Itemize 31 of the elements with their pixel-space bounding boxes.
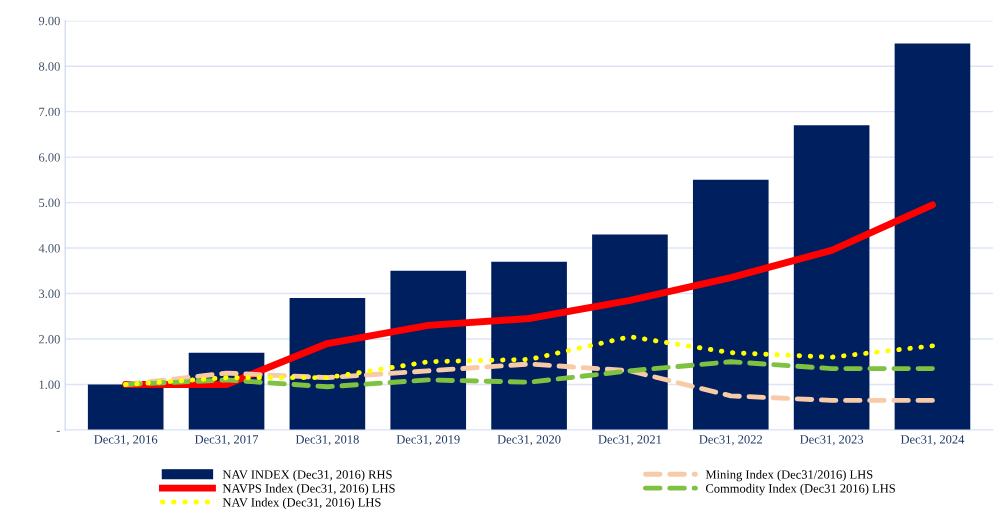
bar xyxy=(692,179,769,430)
y-tick-label: 4.00 xyxy=(38,244,60,253)
x-tick-label: Dec31, 2023 xyxy=(800,435,864,446)
bar xyxy=(87,384,164,430)
x-tick-label: Dec31, 2021 xyxy=(598,435,662,446)
x-tick-label: Dec31, 2016 xyxy=(94,435,158,446)
y-tick-label: 3.00 xyxy=(39,289,60,299)
x-tick-label: Dec31, 2018 xyxy=(295,435,359,446)
legend-label: Commodity Index (Dec31 2016) LHS xyxy=(705,483,895,496)
bar xyxy=(793,125,870,430)
legend-label: NAV INDEX (Dec31, 2016) RHS xyxy=(222,469,392,482)
y-tick-label: 5.00 xyxy=(39,198,60,208)
y-tick-label: 8.00 xyxy=(38,62,60,71)
y-tick-label: 2.00 xyxy=(39,335,60,344)
bar xyxy=(592,234,668,430)
x-tick-label: Dec31, 2022 xyxy=(699,435,763,446)
bar xyxy=(491,261,567,430)
y-tick-label: 1.00 xyxy=(39,380,60,389)
legend-label: Mining Index (Dec31/2016) LHS xyxy=(705,469,873,482)
x-tick-label: Dec31, 2024 xyxy=(900,435,965,446)
line-series xyxy=(123,334,935,387)
legend-label: NAV Index (Dec31, 2016) LHS xyxy=(222,497,381,510)
y-tick-label: 6.00 xyxy=(39,153,60,162)
y-tick-label: 7.00 xyxy=(39,107,60,117)
y-tick-label: 9.00 xyxy=(38,16,60,26)
bar xyxy=(894,43,971,430)
y-tick-label: - xyxy=(56,430,60,432)
legend-label: NAVPS Index (Dec31, 2016) LHS xyxy=(222,483,395,496)
x-tick-label: Dec31, 2017 xyxy=(194,435,259,446)
x-tick-label: Dec31, 2019 xyxy=(396,435,460,446)
x-tick-label: Dec31, 2020 xyxy=(497,435,561,446)
